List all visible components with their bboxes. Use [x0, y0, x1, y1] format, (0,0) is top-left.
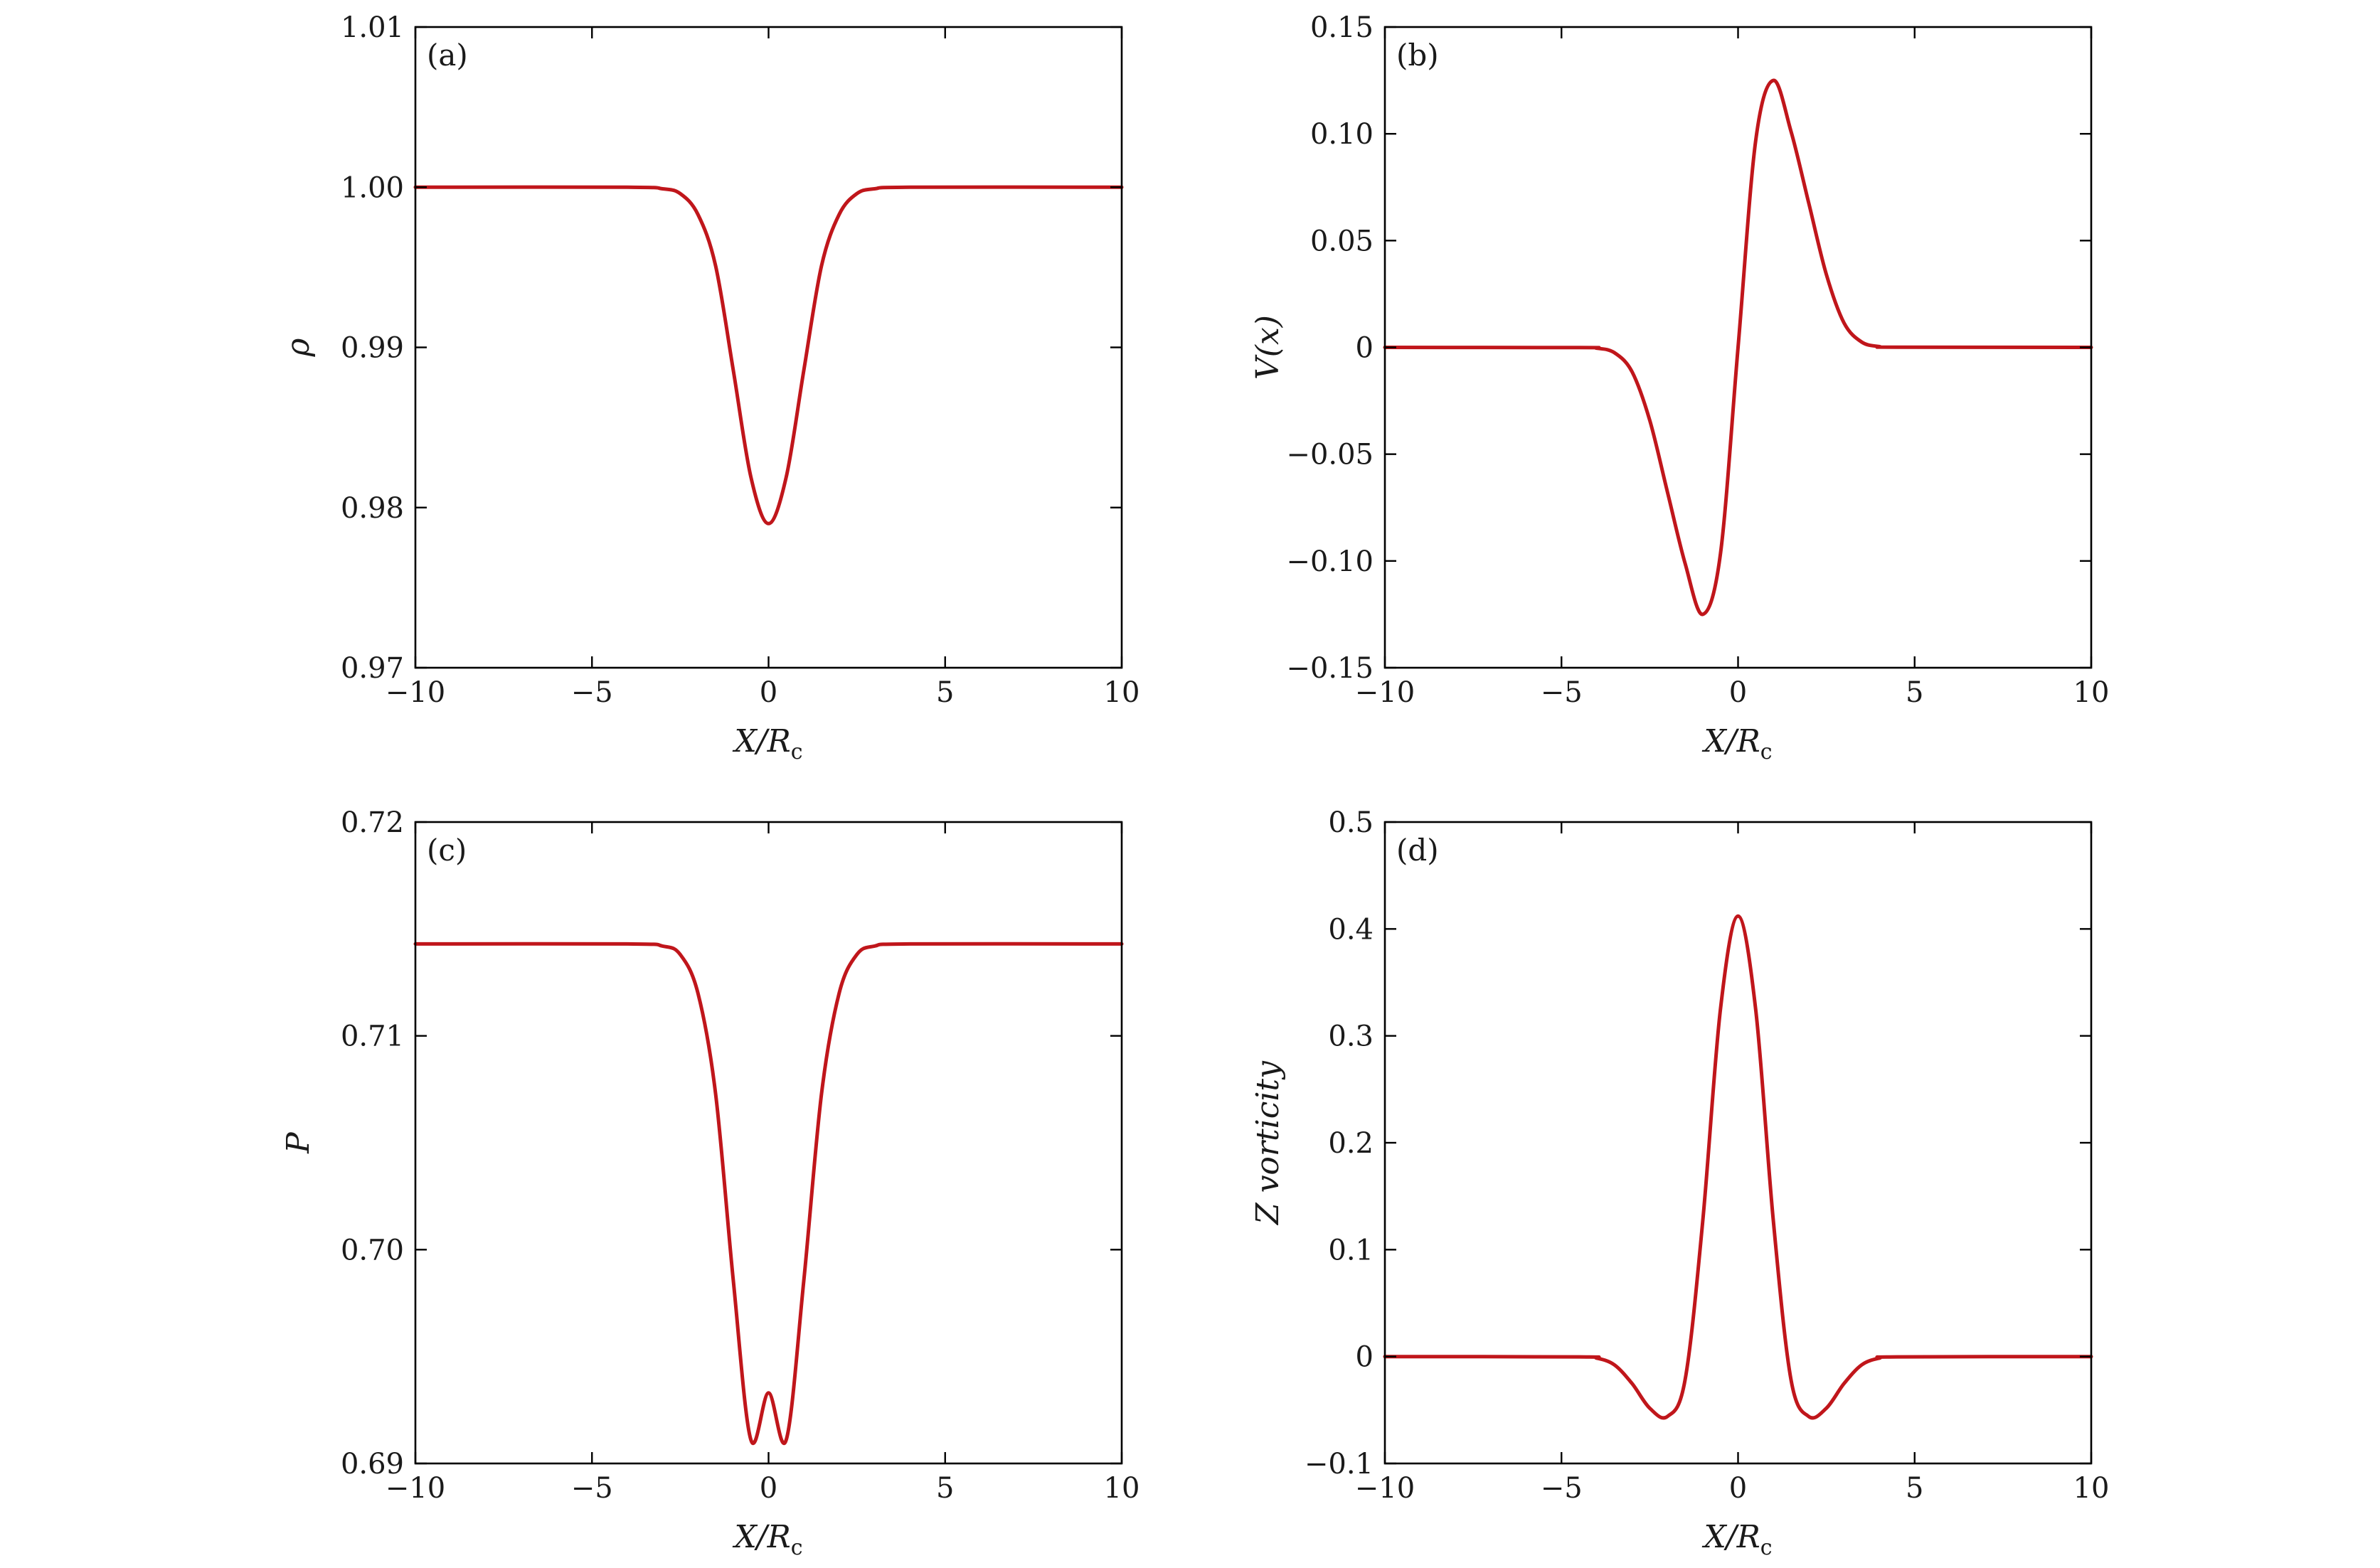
y-axis-label: V(x)	[1250, 315, 1286, 380]
plot-frame	[414, 26, 1123, 669]
x-axis-label-main: X/R	[1701, 723, 1760, 759]
y-tick-label: 0.98	[341, 492, 404, 525]
series-line	[413, 942, 1124, 1445]
panel-label: (c)	[427, 833, 467, 868]
y-tick-label: 1.00	[341, 171, 404, 204]
y-axis-label: Z vorticity	[1250, 1060, 1286, 1226]
x-tick-label: 0	[1729, 1472, 1747, 1505]
x-tick-label: 0	[760, 1472, 777, 1505]
x-tick-label: 10	[1104, 1472, 1140, 1505]
x-tick-label: 5	[936, 676, 954, 709]
panel-1: −10 −5 0 5 10 −0.15 −0.10 −0.05 0 0.05 0.10 0.15 (b)…	[1250, 11, 2109, 764]
series-line	[1383, 78, 2093, 617]
panel-label: (d)	[1396, 833, 1439, 868]
y-tick-label: 0.1	[1328, 1234, 1374, 1266]
y-tick-label: −0.10	[1286, 545, 1374, 578]
x-tick-label: 10	[2073, 676, 2110, 709]
y-tick-label: 0.70	[341, 1234, 404, 1266]
x-tick-label: 10	[1104, 676, 1140, 709]
y-tick-label: 0	[1356, 332, 1374, 365]
series-line	[413, 185, 1124, 526]
x-tick-label: 10	[2073, 1472, 2110, 1505]
x-axis-label: X/Rc	[1701, 1519, 1772, 1560]
y-tick-label: −0.05	[1286, 439, 1374, 471]
panel-label: (a)	[427, 38, 468, 73]
panel-label: (b)	[1396, 38, 1439, 73]
y-tick-label: 0.3	[1328, 1020, 1374, 1053]
y-tick-label: −0.15	[1286, 652, 1374, 685]
y-tick-label: 0.05	[1310, 225, 1374, 257]
y-tick-label: 0.5	[1328, 806, 1374, 839]
panel-2: −10 −5 0 5 10 0.69 0.70 0.71 0.72 (c) X/Rc P	[280, 806, 1139, 1560]
x-tick-label: 5	[936, 1472, 954, 1505]
x-axis-label-main: X/R	[1701, 1519, 1760, 1555]
x-axis-label-subscript: c	[791, 1535, 803, 1560]
x-tick-label: −5	[571, 1472, 613, 1505]
x-tick-label: −10	[386, 1472, 445, 1505]
x-tick-label: −10	[386, 676, 445, 709]
x-tick-label: −5	[571, 676, 613, 709]
x-axis-label: X/Rc	[1701, 723, 1772, 764]
x-tick-label: −5	[1541, 1472, 1583, 1505]
x-tick-label: 5	[1906, 1472, 1923, 1505]
y-tick-label: 0	[1356, 1341, 1374, 1374]
y-axis-label: P	[280, 1131, 317, 1154]
x-axis-label-subscript: c	[1760, 1535, 1773, 1560]
y-tick-label: 0.10	[1310, 118, 1374, 151]
y-tick-label: 0.72	[341, 806, 404, 839]
x-tick-label: 0	[1729, 676, 1747, 709]
y-tick-label: 1.01	[341, 11, 404, 44]
plot-frame	[1383, 821, 2093, 1465]
y-tick-label: 0.4	[1328, 913, 1374, 946]
series-line	[1383, 914, 2093, 1420]
x-axis-label-main: X/R	[732, 1519, 790, 1555]
plot-frame	[414, 821, 1123, 1465]
x-axis-label-main: X/R	[732, 723, 790, 759]
x-axis-label: X/Rc	[732, 1519, 802, 1560]
x-tick-label: 0	[760, 676, 777, 709]
y-tick-label: 0.2	[1328, 1127, 1374, 1160]
x-tick-label: −5	[1541, 676, 1583, 709]
y-tick-label: 0.71	[341, 1020, 404, 1053]
y-tick-label: 0.97	[341, 652, 404, 685]
x-axis-label-subscript: c	[1760, 740, 1773, 764]
y-tick-label: −0.1	[1305, 1448, 1374, 1481]
y-tick-label: 0.15	[1310, 11, 1374, 44]
x-tick-label: 5	[1906, 676, 1923, 709]
x-axis-label: X/Rc	[732, 723, 802, 764]
x-axis-label-subscript: c	[791, 740, 803, 764]
y-tick-label: 0.99	[341, 332, 404, 365]
x-tick-label: −10	[1355, 1472, 1415, 1505]
panel-0: −10 −5 0 5 10 0.97 0.98 0.99 1.00 1.01 (a) X/Rc ρ	[280, 11, 1139, 764]
y-tick-label: 0.69	[341, 1448, 404, 1481]
y-axis-label: ρ	[280, 338, 317, 357]
x-tick-label: −10	[1355, 676, 1415, 709]
panel-3: −10 −5 0 5 10 −0.1 0 0.1 0.2 0.3 0.4 0.5 (d) X/Rc Z vo…	[1250, 806, 2109, 1560]
